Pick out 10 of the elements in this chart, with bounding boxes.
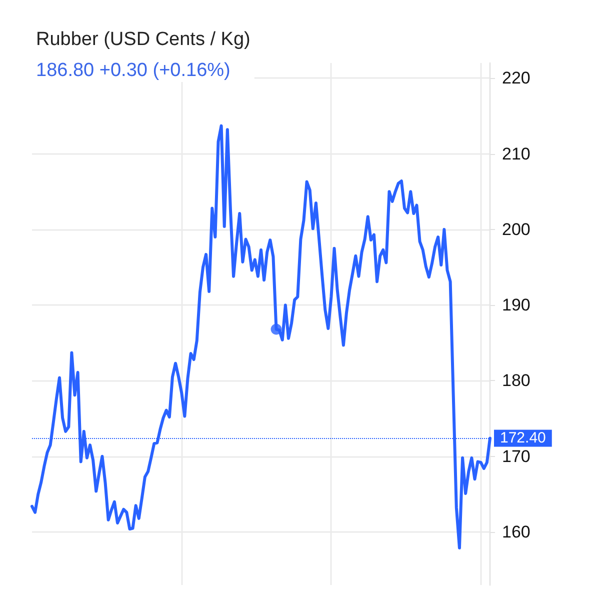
y-tick-label: 170 (502, 446, 530, 466)
chart-subtitle: 186.80 +0.30 (+0.16%) (36, 60, 230, 81)
y-tick-label: 200 (502, 220, 530, 239)
y-tick-label: 160 (502, 522, 530, 542)
y-tick-label: 210 (502, 144, 530, 164)
y-tick-label: 220 (502, 68, 530, 88)
ref-line-label: 172.40 (500, 430, 546, 447)
y-tick-label: 180 (502, 371, 530, 390)
y-tick-label: 190 (502, 296, 530, 315)
chart-title: Rubber (USD Cents / Kg) (36, 29, 250, 50)
